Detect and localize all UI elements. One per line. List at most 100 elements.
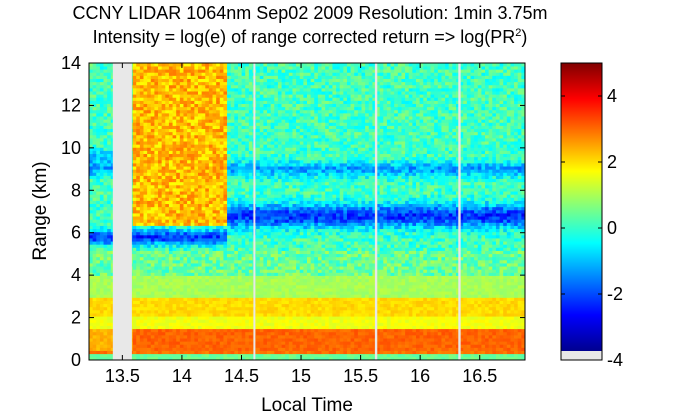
heatmap-cell [241, 100, 246, 104]
heatmap-cell [110, 134, 115, 139]
heatmap-cell [89, 213, 93, 217]
heatmap-cell [165, 300, 170, 305]
heatmap-cell [172, 150, 177, 155]
heatmap-cell [187, 150, 192, 155]
heatmap-cell [139, 206, 144, 211]
heatmap-cell [216, 281, 221, 286]
heatmap-cell [147, 113, 152, 117]
heatmap-cell [103, 184, 108, 189]
heatmap-cell [212, 138, 217, 142]
heatmap-cell [161, 159, 166, 164]
heatmap-cell [92, 122, 97, 126]
heatmap-cell [245, 144, 250, 148]
heatmap-cell [194, 175, 199, 180]
heatmap-cell [179, 131, 184, 136]
heatmap-cell [256, 106, 261, 111]
heatmap-cell [143, 203, 148, 208]
heatmap-cell [89, 275, 93, 280]
heatmap-cell [103, 272, 108, 276]
heatmap-cell [136, 238, 141, 242]
heatmap-cell [103, 163, 108, 167]
heatmap-cell [150, 256, 155, 261]
heatmap-cell [92, 194, 97, 198]
heatmap-cell [92, 350, 97, 355]
heatmap-cell [161, 353, 166, 358]
heatmap-cell [107, 266, 112, 270]
heatmap-cell [96, 197, 101, 201]
heatmap-cell [89, 172, 93, 176]
heatmap-cell [263, 309, 268, 314]
heatmap-cell [267, 97, 272, 101]
heatmap-cell [263, 100, 268, 104]
heatmap-cell [158, 181, 163, 186]
heatmap-cell [172, 106, 177, 111]
heatmap-cell [219, 103, 224, 108]
heatmap-cell [263, 134, 268, 139]
heatmap-cell [176, 313, 181, 317]
heatmap-cell [270, 191, 275, 195]
heatmap-cell [194, 300, 199, 305]
heatmap-cell [168, 109, 173, 114]
heatmap-cell [89, 122, 93, 126]
heatmap-cell [132, 113, 137, 117]
heatmap-cell [234, 106, 239, 111]
heatmap-cell [212, 334, 217, 339]
heatmap-cell [147, 309, 152, 314]
heatmap-cell [110, 334, 115, 339]
heatmap-cell [208, 91, 213, 95]
heatmap-cell [136, 178, 141, 183]
heatmap-cell [187, 172, 192, 176]
heatmap-cell [227, 66, 232, 70]
heatmap-cell [190, 234, 195, 239]
heatmap-cell [89, 322, 93, 326]
heatmap-cell [165, 109, 170, 114]
heatmap-cell [154, 306, 159, 311]
heatmap-cell [176, 322, 181, 326]
heatmap-cell [92, 72, 97, 76]
heatmap-cell [205, 144, 210, 148]
heatmap-cell [223, 256, 228, 261]
heatmap-cell [132, 219, 137, 223]
heatmap-cell [147, 234, 152, 239]
heatmap-cell [274, 331, 279, 336]
heatmap-cell [107, 259, 112, 264]
heatmap-cell [187, 153, 192, 158]
heatmap-cell [103, 178, 108, 183]
heatmap-cell [179, 213, 184, 217]
heatmap-cell [99, 297, 104, 301]
heatmap-cell [150, 138, 155, 142]
heatmap-cell [237, 194, 242, 198]
heatmap-cell [248, 319, 253, 323]
heatmap-cell [241, 275, 246, 280]
heatmap-cell [107, 194, 112, 198]
heatmap-cell [103, 188, 108, 192]
heatmap-cell [176, 281, 181, 286]
heatmap-cell [154, 81, 159, 86]
heatmap-cell [219, 134, 224, 139]
heatmap-cell [237, 91, 242, 95]
heatmap-cell [183, 244, 188, 248]
heatmap-cell [103, 281, 108, 286]
heatmap-cell [256, 256, 261, 261]
heatmap-cell [168, 338, 173, 342]
heatmap-cell [241, 259, 246, 264]
heatmap-cell [172, 191, 177, 195]
heatmap-cell [96, 116, 101, 120]
heatmap-cell [223, 238, 228, 242]
heatmap-cell [168, 344, 173, 348]
heatmap-cell [223, 88, 228, 92]
heatmap-cell [237, 116, 242, 120]
heatmap-cell [136, 234, 141, 239]
heatmap-cell [230, 244, 235, 248]
heatmap-cell [194, 256, 199, 261]
heatmap-cell [230, 169, 235, 173]
heatmap-cell [99, 144, 104, 148]
heatmap-cell [150, 103, 155, 108]
heatmap-cell [237, 275, 242, 280]
heatmap-cell [176, 94, 181, 98]
heatmap-cell [168, 172, 173, 176]
heatmap-cell [230, 188, 235, 192]
heatmap-cell [99, 156, 104, 161]
heatmap-cell [234, 256, 239, 261]
heatmap-cell [172, 144, 177, 148]
